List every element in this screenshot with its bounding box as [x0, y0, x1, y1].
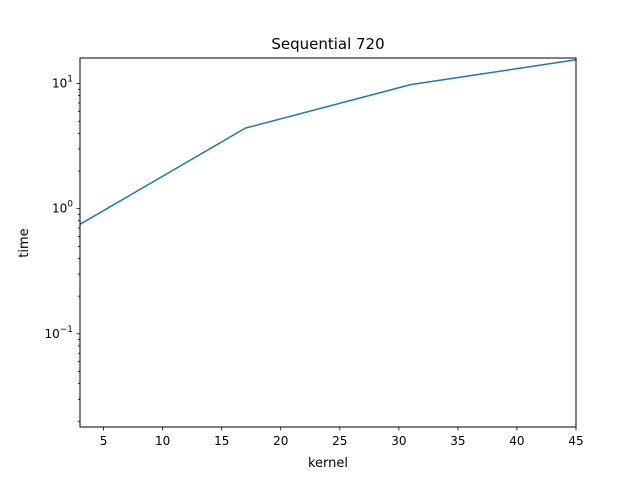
- x-tick-label: 35: [450, 434, 465, 448]
- y-tick-label: 101: [52, 75, 73, 91]
- x-tick-label: 15: [214, 434, 229, 448]
- x-tick-label: 45: [568, 434, 583, 448]
- plot-frame: [79, 57, 577, 428]
- y-tick-label: 100: [52, 200, 73, 216]
- series-line-1: [79, 58, 577, 225]
- y-axis-label: time: [17, 228, 32, 257]
- x-tick-label: 40: [509, 434, 524, 448]
- chart-title: Sequential 720: [271, 35, 384, 53]
- plot-area: [79, 58, 577, 225]
- y-tick-label: 10−1: [44, 325, 73, 341]
- x-tick-label: 30: [391, 434, 406, 448]
- x-tick-label: 20: [273, 434, 288, 448]
- y-axis: 10−1 100 101: [44, 75, 80, 422]
- x-axis: 5 10 15 20 25 30 35 40 45: [100, 427, 584, 448]
- x-tick-label: 25: [332, 434, 347, 448]
- x-tick-label: 5: [100, 434, 108, 448]
- x-axis-label: kernel: [308, 456, 348, 471]
- x-tick-label: 10: [155, 434, 170, 448]
